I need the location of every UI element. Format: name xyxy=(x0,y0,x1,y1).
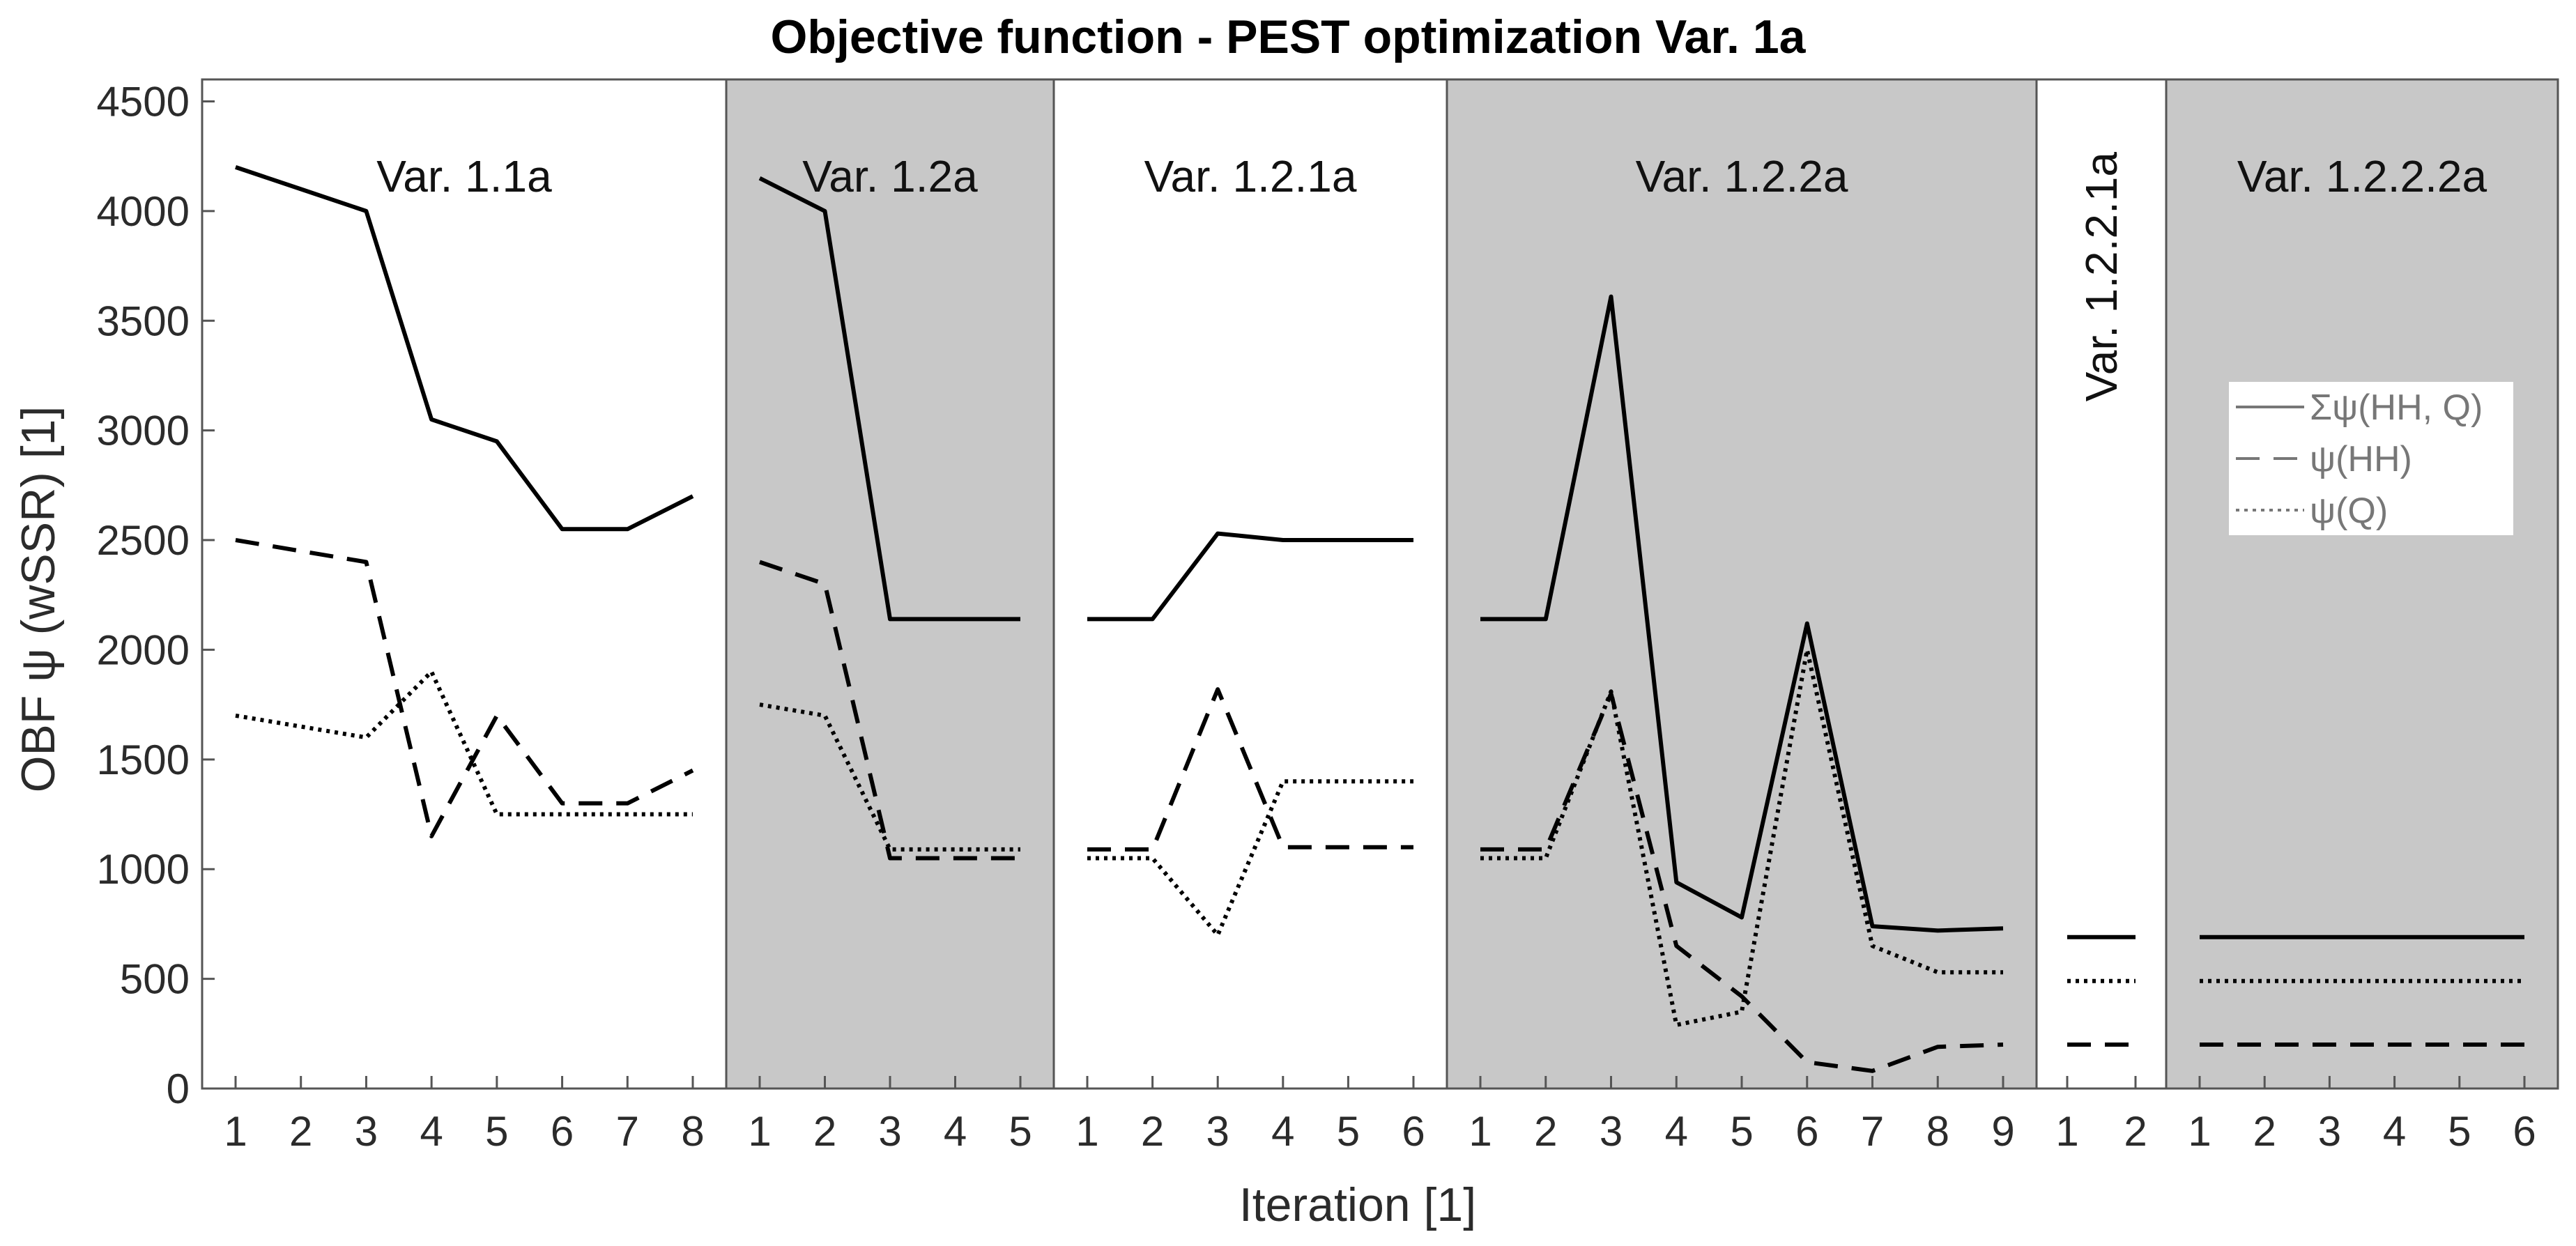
x-tick-label: 2 xyxy=(2124,1108,2147,1155)
y-tick-label: 2500 xyxy=(97,517,190,564)
x-tick-label: 4 xyxy=(1665,1108,1688,1155)
x-tick-label: 4 xyxy=(944,1108,967,1155)
x-axis-label: Iteration [1] xyxy=(1239,1178,1476,1231)
x-tick-label: 6 xyxy=(2513,1108,2536,1155)
series-line-q xyxy=(759,702,1020,852)
x-tick-label: 5 xyxy=(1337,1108,1360,1155)
x-tick-label: 5 xyxy=(1730,1108,1753,1155)
x-tick-label: 1 xyxy=(1075,1108,1098,1155)
x-tick-label: 3 xyxy=(878,1108,901,1155)
series-line-sum xyxy=(1087,531,1413,622)
x-tick-label: 2 xyxy=(1141,1108,1164,1155)
x-tick-label: 4 xyxy=(1271,1108,1294,1155)
panel: 1 2 Var. 1.2.2.1a xyxy=(2055,152,2147,1155)
series-line-hh xyxy=(759,560,1020,861)
y-tick-label: 3500 xyxy=(97,298,190,344)
panel-label: Var. 1.2.2.1a xyxy=(2076,152,2126,402)
panel-shade xyxy=(726,79,1054,1089)
x-tick-label: 2 xyxy=(289,1108,312,1155)
series-line-hh xyxy=(1087,687,1413,852)
y-tick-label: 2000 xyxy=(97,626,190,673)
x-tick-label: 4 xyxy=(420,1108,443,1155)
panel: 1 2 3 4 5 6 7 8 Var. 1.1a xyxy=(224,151,704,1155)
x-tick-label: 9 xyxy=(1991,1108,2014,1155)
y-tick-label: 4500 xyxy=(97,78,190,125)
panel-label: Var. 1.2a xyxy=(802,151,978,201)
x-tick-label: 5 xyxy=(2448,1108,2471,1155)
series-line-sum xyxy=(235,165,694,532)
chart-title: Objective function - PEST optimization V… xyxy=(771,10,1807,63)
y-tick-label: 500 xyxy=(120,956,190,1003)
legend-label-sum: Σψ(HH, Q) xyxy=(2310,387,2483,428)
x-tick-label: 3 xyxy=(1206,1108,1229,1155)
x-tick-label: 7 xyxy=(1861,1108,1884,1155)
series-line-q xyxy=(1087,779,1413,937)
panel: 1 2 3 4 5 6 Var. 1.2.1a xyxy=(1075,151,1425,1155)
series-line-sum xyxy=(758,176,1020,622)
panel-shade xyxy=(2166,79,2558,1089)
y-tick-label: 1000 xyxy=(97,846,190,893)
x-tick-label: 8 xyxy=(681,1108,704,1155)
x-tick-label: 4 xyxy=(2383,1108,2406,1155)
legend-label-hh: ψ(HH) xyxy=(2310,439,2412,479)
panel-label: Var. 1.1a xyxy=(376,151,552,201)
x-tick-label: 1 xyxy=(224,1108,247,1155)
x-tick-label: 6 xyxy=(1402,1108,1425,1155)
x-tick-label: 2 xyxy=(813,1108,836,1155)
x-tick-label: 3 xyxy=(1600,1108,1623,1155)
panel-shade xyxy=(1447,79,2037,1089)
x-tick-label: 1 xyxy=(2055,1108,2078,1155)
x-tick-label: 2 xyxy=(1534,1108,1557,1155)
y-tick-label: 1500 xyxy=(97,737,190,783)
y-tick-label: 0 xyxy=(167,1066,190,1112)
panel-label: Var. 1.2.1a xyxy=(1144,151,1357,201)
panel-backgrounds xyxy=(726,79,2558,1089)
legend-label-q: ψ(Q) xyxy=(2310,491,2388,531)
series-line-q xyxy=(235,669,693,817)
plot-frame xyxy=(201,78,2559,1090)
x-tick-label: 6 xyxy=(1795,1108,1818,1155)
panel: 1 2 3 4 5 6 7 8 9 Var. 1.2.2a xyxy=(1469,151,2014,1155)
y-tick-label: 3000 xyxy=(97,408,190,454)
x-tick-label: 6 xyxy=(551,1108,574,1155)
x-tick-label: 8 xyxy=(1926,1108,1949,1155)
x-tick-label: 2 xyxy=(2253,1108,2276,1155)
y-axis-label: OBF ψ (wSSR) [1] xyxy=(12,406,65,793)
series-line-hh xyxy=(1480,691,2004,1073)
x-tick-label: 1 xyxy=(748,1108,771,1155)
x-tick-label: 1 xyxy=(2188,1108,2211,1155)
x-tick-label: 3 xyxy=(2318,1108,2341,1155)
y-tick-label: 4000 xyxy=(97,188,190,235)
panel: 1 2 3 4 5 6 Var. 1.2.2.2a xyxy=(2188,151,2536,1155)
x-tick-label: 5 xyxy=(485,1108,508,1155)
series-line-hh xyxy=(235,538,694,838)
panel-label: Var. 1.2.2a xyxy=(1636,151,1848,201)
panel: 1 2 3 4 5 Var. 1.2a xyxy=(748,151,1032,1155)
x-tick-label: 5 xyxy=(1009,1108,1032,1155)
x-tick-label: 7 xyxy=(616,1108,639,1155)
series-line-sum xyxy=(1480,294,2004,933)
axes: 0 500 1000 1500 2000 2500 3000 3500 4000 4500 xyxy=(97,78,2559,1112)
legend: Σψ(HH, Q) ψ(HH) ψ(Q) xyxy=(2229,382,2513,535)
x-tick-label: 1 xyxy=(1469,1108,1492,1155)
panel-label: Var. 1.2.2.2a xyxy=(2237,151,2487,201)
x-tick-label: 3 xyxy=(355,1108,378,1155)
